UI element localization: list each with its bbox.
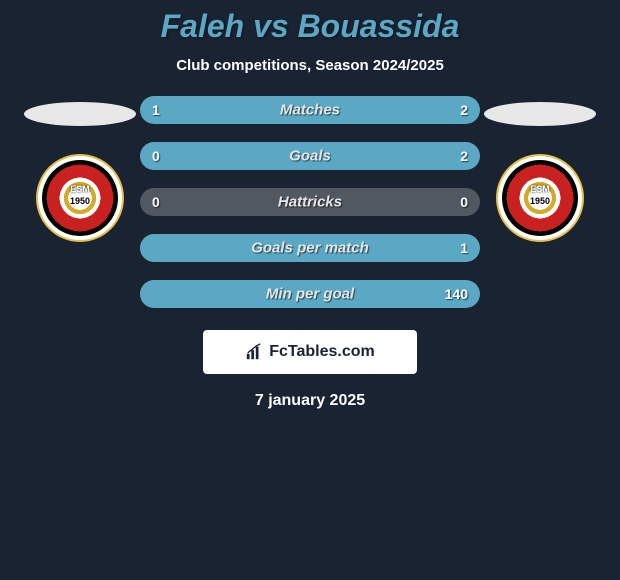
date-label: 7 january 2025 [0,392,620,410]
stat-value-left: 1 [152,102,160,118]
comparison-area: ESM 1950 1 Matches 2 0 Goals 2 0 Hattricks 0 Goal… [0,96,620,308]
stats-column: 1 Matches 2 0 Goals 2 0 Hattricks 0 Goals per mat… [140,96,480,308]
left-flag-placeholder [24,102,136,126]
subtitle: Club competitions, Season 2024/2025 [0,57,620,74]
stat-label: Min per goal [266,286,354,303]
stat-bar: Goals per match 1 [140,234,480,262]
stat-bar: 1 Matches 2 [140,96,480,124]
stat-value-right: 0 [460,194,468,210]
stat-bar: Min per goal 140 [140,280,480,308]
page-title: Faleh vs Bouassida [0,8,620,45]
badge-abbr: ESM [530,184,550,194]
stat-value-right: 2 [460,148,468,164]
badge-graphic: ESM 1950 [42,160,118,236]
badge-year: 1950 [530,196,550,206]
stat-value-right: 2 [460,102,468,118]
stat-value-left: 0 [152,194,160,210]
stat-label: Hattricks [278,194,342,211]
logo-text: FcTables.com [269,343,375,361]
left-team-badge: ESM 1950 [36,154,124,242]
stat-label: Matches [280,102,340,119]
badge-graphic: ESM 1950 [502,160,578,236]
stat-label: Goals [289,148,331,165]
left-player-col: ESM 1950 [20,96,140,242]
fctables-logo[interactable]: FcTables.com [203,330,417,374]
badge-abbr: ESM [70,184,90,194]
chart-icon [245,343,263,361]
stat-label: Goals per match [251,240,369,257]
stat-value-right: 140 [445,286,468,302]
stat-bar: 0 Goals 2 [140,142,480,170]
badge-year: 1950 [70,196,90,206]
stat-value-left: 0 [152,148,160,164]
stat-value-right: 1 [460,240,468,256]
right-team-badge: ESM 1950 [496,154,584,242]
right-player-col: ESM 1950 [480,96,600,242]
right-flag-placeholder [484,102,596,126]
stat-bar: 0 Hattricks 0 [140,188,480,216]
